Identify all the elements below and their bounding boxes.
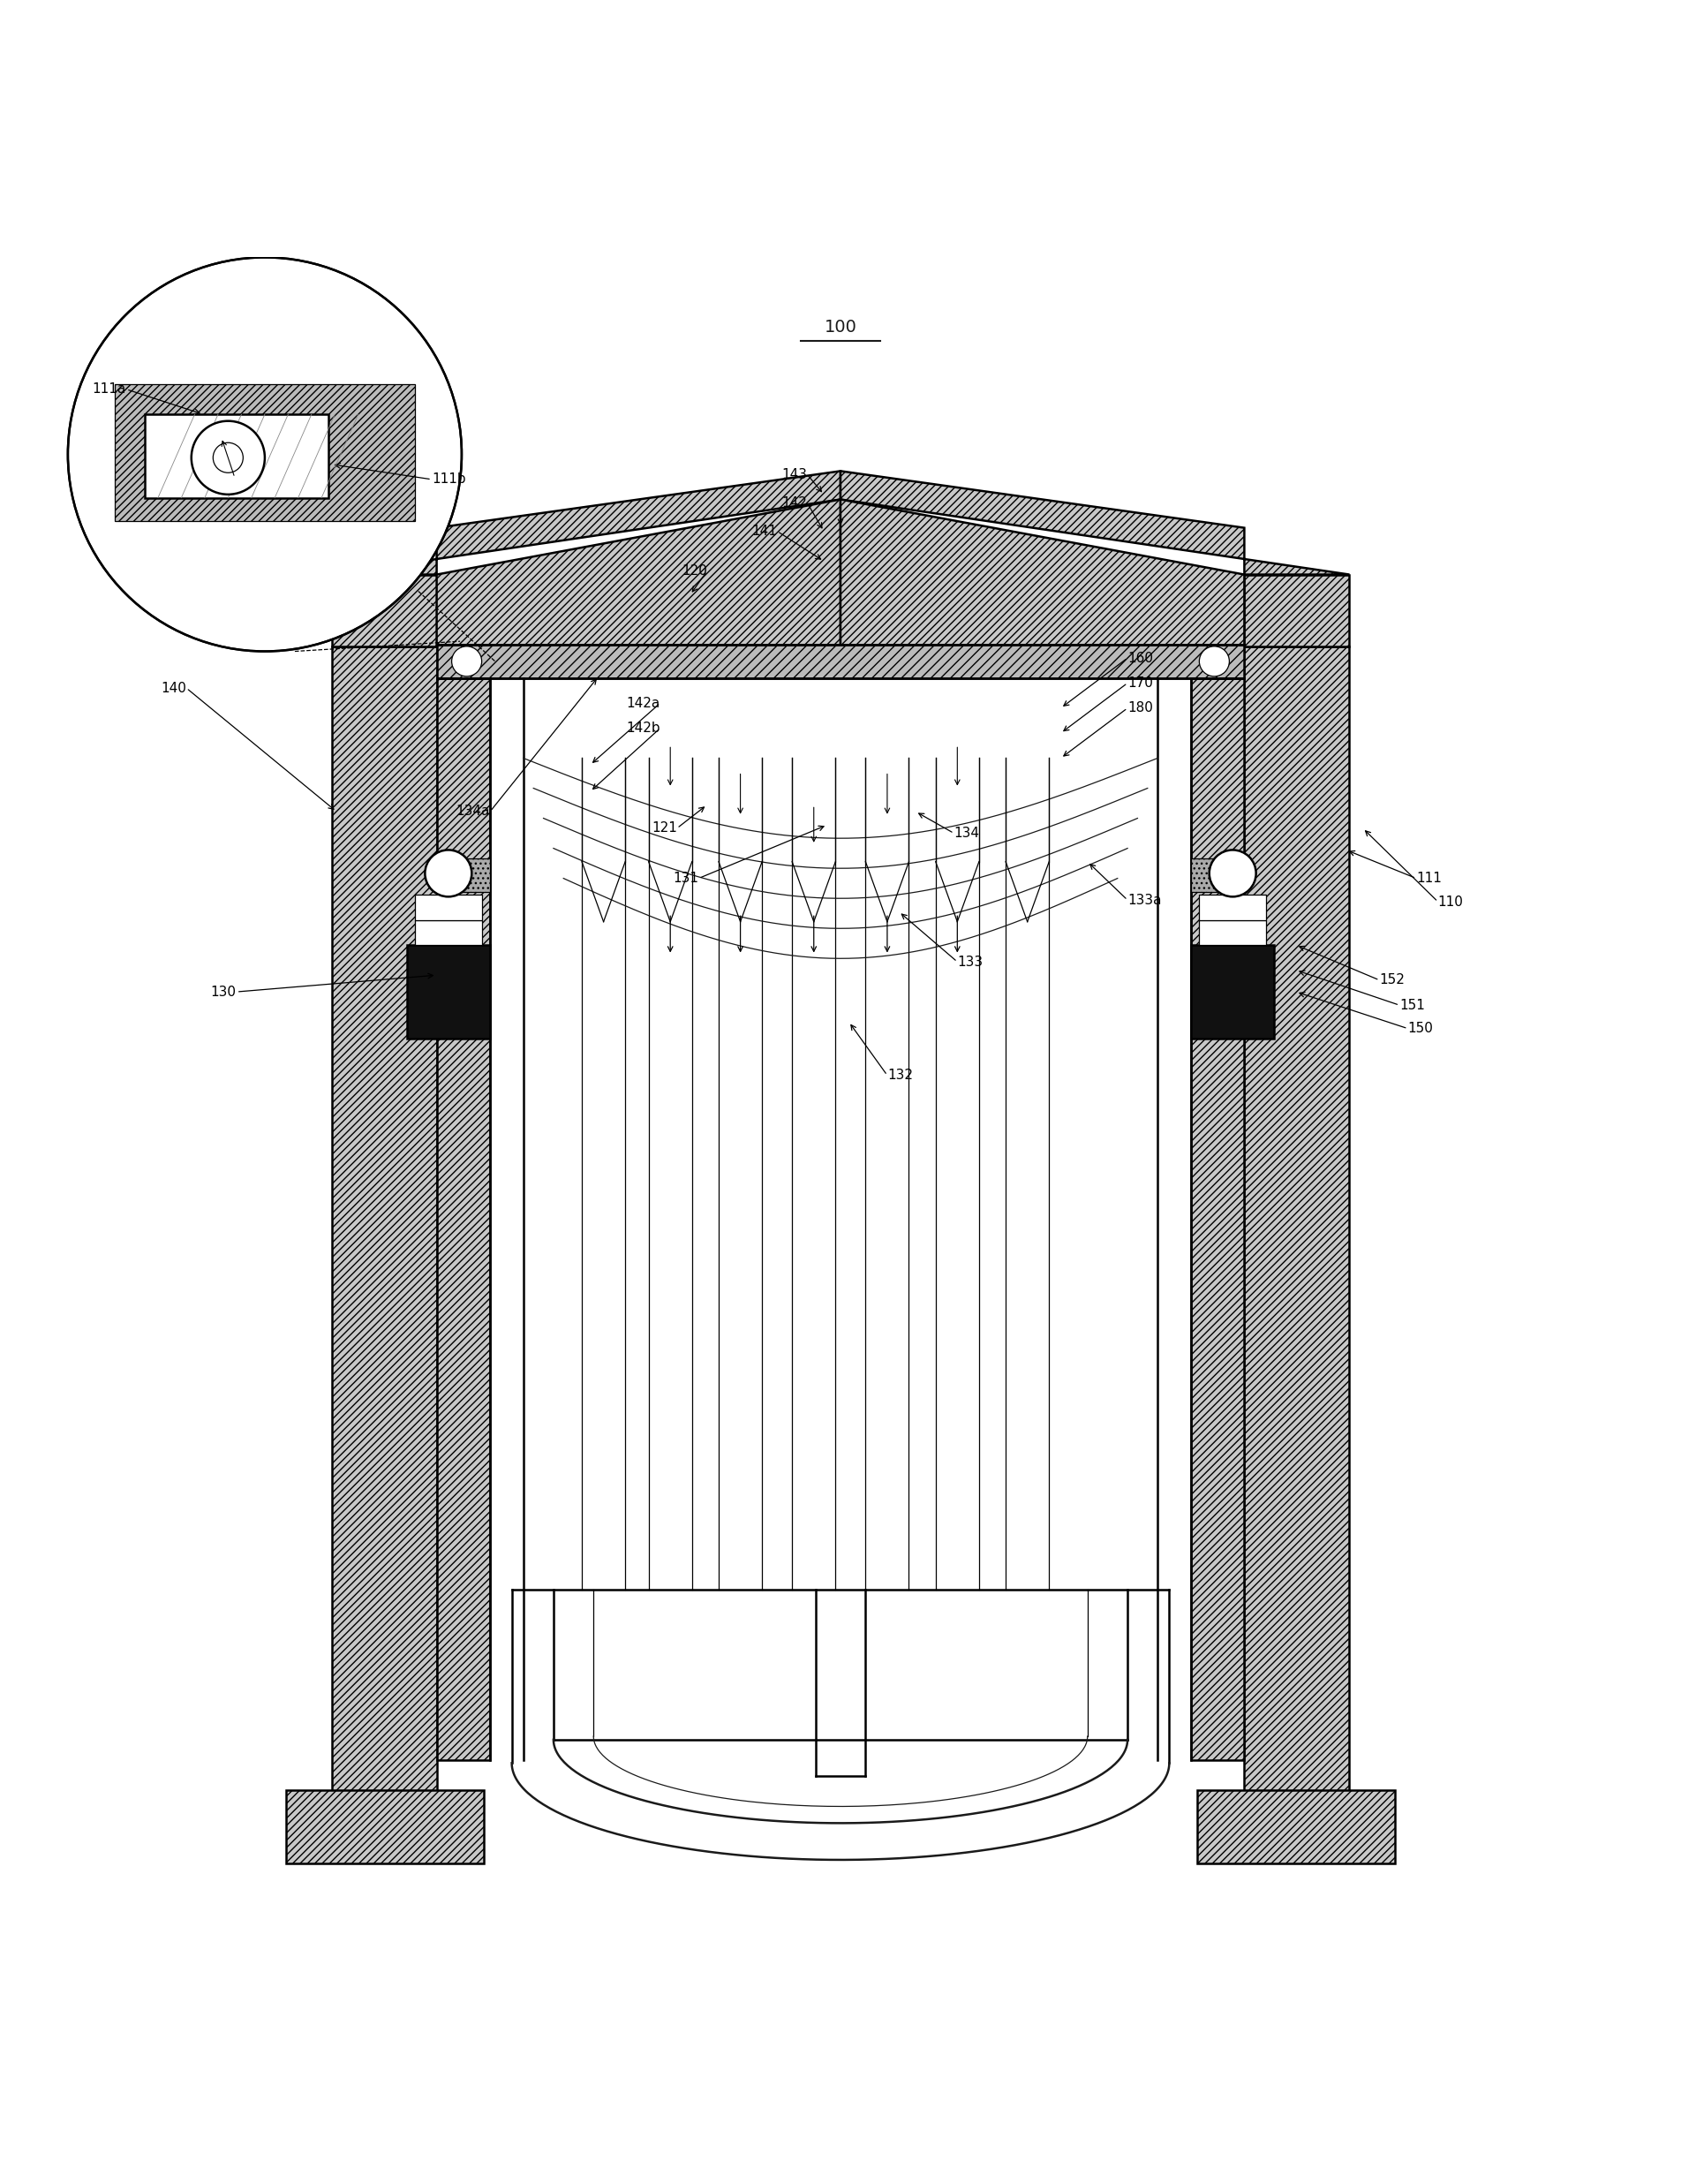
Circle shape bbox=[192, 422, 266, 494]
Bar bbox=[1197, 1789, 1395, 1863]
Text: 143: 143 bbox=[782, 467, 807, 480]
Bar bbox=[437, 677, 491, 1760]
Text: 111: 111 bbox=[1415, 871, 1442, 885]
Bar bbox=[437, 644, 1244, 677]
Text: 134a: 134a bbox=[456, 806, 491, 819]
Text: 120: 120 bbox=[681, 566, 708, 579]
Text: 133a: 133a bbox=[1128, 893, 1162, 906]
Text: 132: 132 bbox=[888, 1068, 913, 1081]
Bar bbox=[415, 919, 482, 946]
Bar bbox=[415, 895, 482, 919]
Circle shape bbox=[425, 850, 472, 898]
Text: 134: 134 bbox=[955, 828, 980, 841]
Polygon shape bbox=[840, 472, 1350, 574]
Bar bbox=[145, 415, 328, 498]
Text: 152: 152 bbox=[1380, 974, 1405, 987]
Text: 133: 133 bbox=[956, 954, 983, 968]
Polygon shape bbox=[114, 384, 415, 522]
Bar bbox=[1190, 677, 1244, 1760]
Text: 140: 140 bbox=[161, 681, 187, 695]
Text: 151: 151 bbox=[1400, 998, 1425, 1011]
Bar bbox=[331, 574, 437, 646]
Bar bbox=[1199, 895, 1266, 919]
Circle shape bbox=[1209, 850, 1256, 898]
Text: 150: 150 bbox=[1409, 1022, 1434, 1035]
Bar bbox=[437, 858, 491, 891]
Text: 111a: 111a bbox=[92, 382, 126, 395]
Bar bbox=[1244, 574, 1350, 646]
Polygon shape bbox=[437, 500, 840, 646]
Bar bbox=[407, 946, 491, 1040]
Text: 142a: 142a bbox=[627, 697, 661, 710]
Polygon shape bbox=[840, 500, 1244, 646]
Polygon shape bbox=[331, 472, 840, 574]
Circle shape bbox=[213, 443, 244, 472]
Text: 142: 142 bbox=[782, 496, 807, 509]
Text: 100: 100 bbox=[824, 319, 857, 336]
Text: 131: 131 bbox=[672, 871, 699, 885]
Text: 180: 180 bbox=[1128, 701, 1153, 714]
Text: 121: 121 bbox=[652, 821, 677, 834]
Bar bbox=[1244, 646, 1350, 1802]
Bar bbox=[331, 646, 437, 1802]
Text: 160: 160 bbox=[1128, 651, 1153, 664]
Text: 141: 141 bbox=[751, 524, 777, 537]
Text: 130: 130 bbox=[210, 985, 237, 998]
Text: 110: 110 bbox=[1437, 895, 1464, 909]
Bar bbox=[1190, 858, 1244, 891]
Circle shape bbox=[452, 646, 482, 677]
Text: 142b: 142b bbox=[627, 721, 661, 734]
Bar bbox=[1190, 946, 1274, 1040]
Text: 111b: 111b bbox=[432, 472, 466, 487]
Bar bbox=[1199, 919, 1266, 946]
Text: 170: 170 bbox=[1128, 677, 1153, 690]
Bar bbox=[286, 1789, 484, 1863]
Circle shape bbox=[67, 258, 462, 651]
Circle shape bbox=[1199, 646, 1229, 677]
